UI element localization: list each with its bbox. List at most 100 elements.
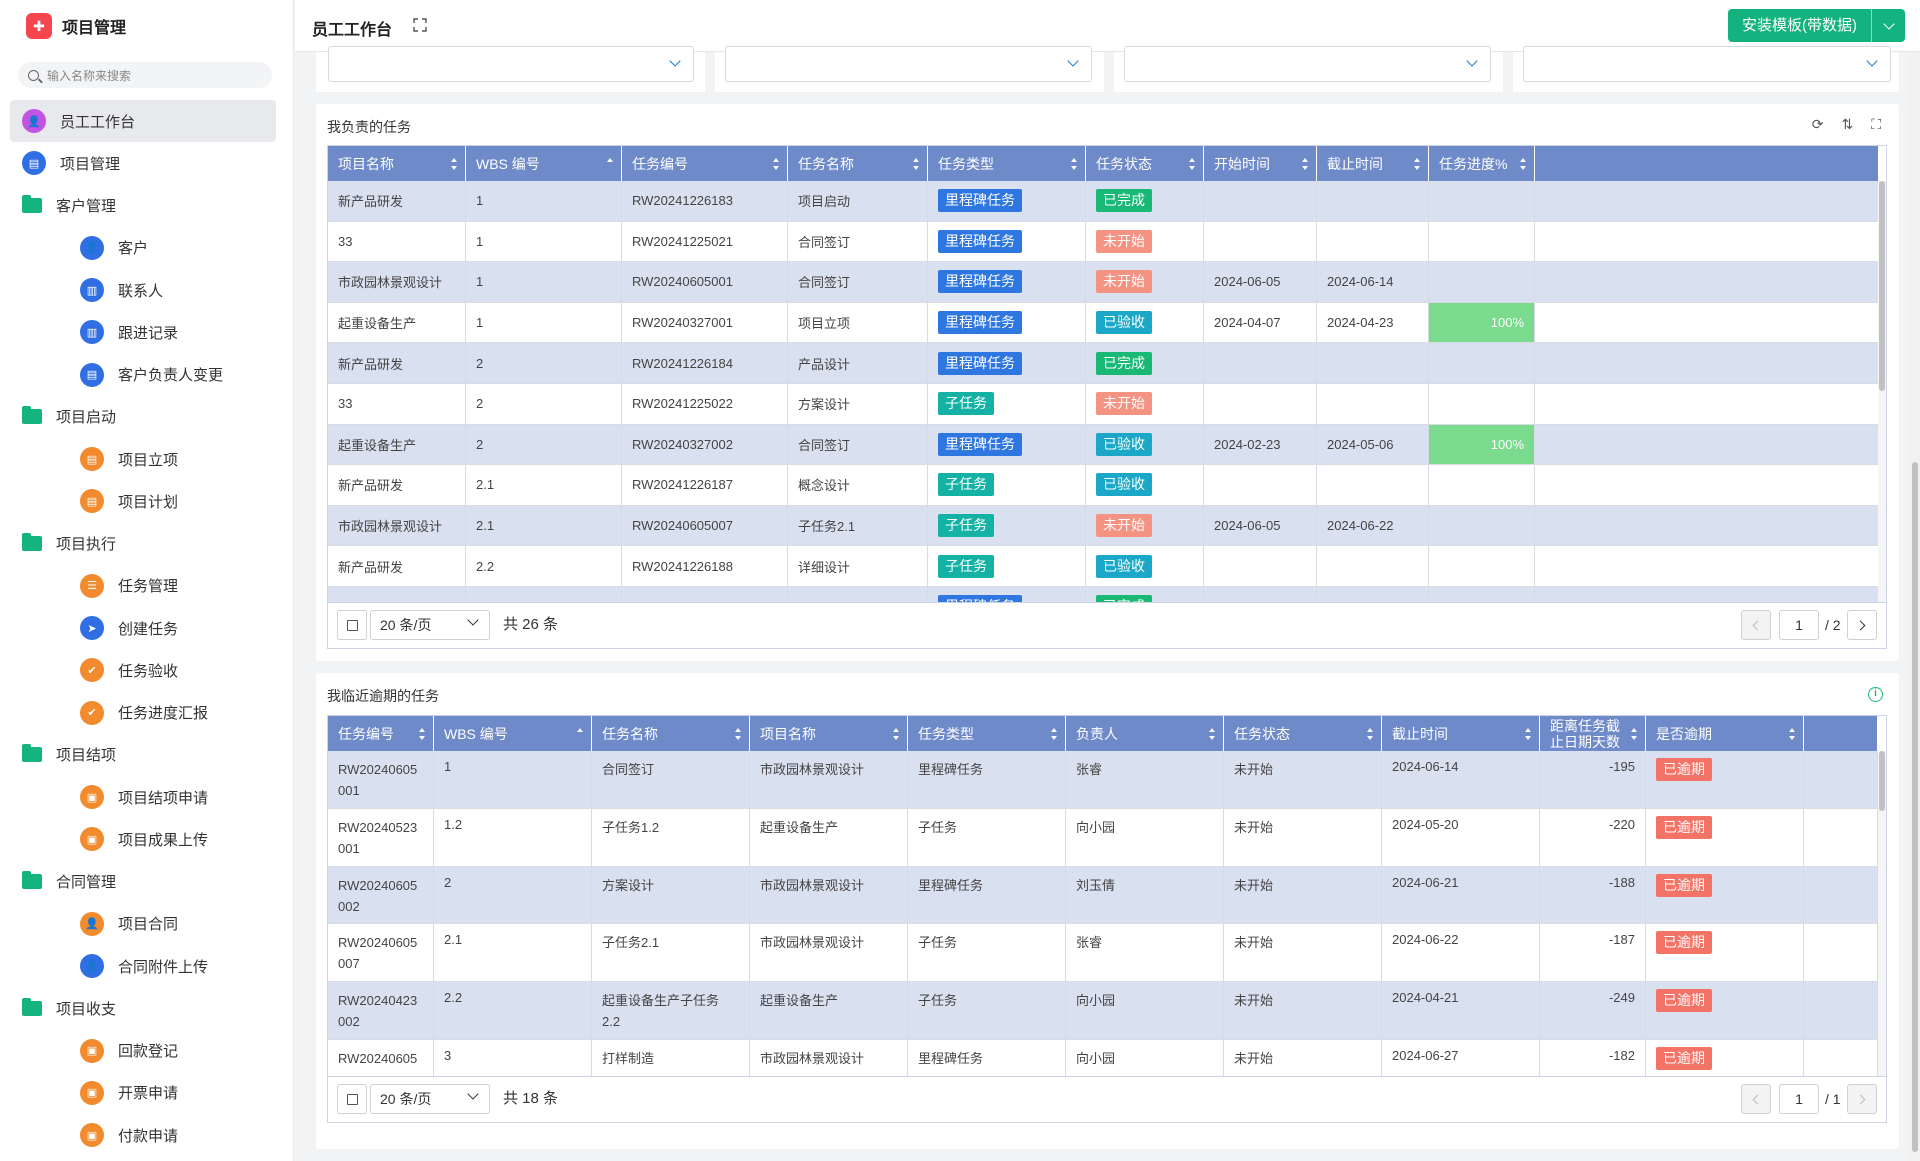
table-scrollbar[interactable]	[1878, 181, 1886, 602]
sort-icon[interactable]	[1789, 728, 1796, 740]
sort-icon[interactable]: ⇅	[1841, 116, 1854, 132]
sort-icon[interactable]	[1071, 158, 1078, 170]
table-row[interactable]: RW20240605 002 2 方案设计 市政园林景观设计 里程碑任务 刘玉倩 未开始 20…	[328, 866, 1878, 925]
table-scrollbar-thumb[interactable]	[1879, 751, 1885, 811]
filter-select-2[interactable]	[725, 46, 1092, 82]
sidebar-item[interactable]: 👤 客户	[80, 227, 148, 269]
next-page-button[interactable]	[1847, 610, 1877, 640]
table-row[interactable]: 里程碑任务 已完成	[328, 587, 1879, 602]
sort-icon[interactable]	[1209, 728, 1216, 740]
sidebar-item[interactable]: ▤ 项目计划	[80, 480, 178, 522]
sidebar-item[interactable]: 👤 合同附件上传	[80, 945, 208, 987]
table-row[interactable]: 新产品研发 2.2 RW20241226188 详细设计 子任务 已验收	[328, 546, 1879, 587]
page-number-input[interactable]: 1	[1779, 1084, 1819, 1114]
sidebar-item[interactable]: ▣ 回款登记	[80, 1030, 178, 1072]
sidebar-item[interactable]: ▤ 客户负责人变更	[80, 354, 223, 396]
table-scrollbar[interactable]	[1878, 751, 1886, 1076]
sort-icon[interactable]	[1414, 158, 1421, 170]
column-header[interactable]: 任务状态	[1086, 146, 1204, 181]
sort-icon[interactable]	[1520, 158, 1527, 170]
column-header[interactable]: 任务类型	[928, 146, 1086, 181]
column-header[interactable]: 截止时间	[1382, 716, 1540, 751]
table-row[interactable]: 33 1 RW20241225021 合同签订 里程碑任务 未开始	[328, 221, 1879, 263]
filter-select-1[interactable]	[328, 46, 694, 82]
sidebar-item[interactable]: ✔ 任务验收	[80, 649, 178, 691]
table-row[interactable]: 市政园林景观设计 1 RW20240605001 合同签订 里程碑任务 未开始 2024-0…	[328, 262, 1879, 303]
table-row[interactable]: RW20240605 3 打样制造 市政园林景观设计 里程碑任务 向小园 未开始 2024-…	[328, 1040, 1878, 1076]
table-row[interactable]: 起重设备生产 1 RW20240327001 项目立项 里程碑任务 已验收 2024-04-…	[328, 302, 1879, 344]
prev-page-button[interactable]	[1741, 610, 1771, 640]
sidebar-item[interactable]: 客户管理	[22, 185, 116, 227]
sidebar-item[interactable]: 👤 员工工作台	[10, 100, 276, 142]
install-dropdown-toggle[interactable]	[1871, 9, 1905, 42]
sidebar-item[interactable]: ➤ 创建任务	[80, 607, 178, 649]
column-header[interactable]: 是否逾期	[1646, 716, 1804, 751]
column-header[interactable]: 任务状态	[1224, 716, 1382, 751]
table-row[interactable]: RW20240523 001 1.2 子任务1.2 起重设备生产 子任务 向小园 未开始 20…	[328, 808, 1878, 867]
column-header[interactable]: 距离任务截止日期天数	[1540, 716, 1646, 751]
sort-icon[interactable]	[607, 158, 614, 170]
sort-icon[interactable]	[893, 728, 900, 740]
filter-select-4[interactable]	[1523, 46, 1891, 82]
table-row[interactable]: 市政园林景观设计 2.1 RW20240605007 子任务2.1 子任务 未开始 2024…	[328, 505, 1879, 547]
sidebar-item[interactable]: ▤ 项目立项	[80, 438, 178, 480]
column-header[interactable]: 负责人	[1066, 716, 1224, 751]
sidebar-item[interactable]: ▣ 项目成果上传	[80, 818, 208, 860]
sort-icon[interactable]	[1631, 728, 1638, 740]
table-row[interactable]: 33 2 RW20241225022 方案设计 子任务 未开始	[328, 384, 1879, 425]
sidebar-search-input[interactable]: 输入名称来搜索	[18, 62, 272, 88]
sidebar-item[interactable]: ▣ 付款申请	[80, 1114, 178, 1156]
table-row[interactable]: 新产品研发 1 RW20241226183 项目启动 里程碑任务 已完成	[328, 181, 1879, 222]
page-size-select[interactable]: 20 条/页	[370, 610, 490, 640]
sort-icon[interactable]	[419, 728, 426, 740]
sort-icon[interactable]	[1302, 158, 1309, 170]
sidebar-item[interactable]: 合同管理	[22, 861, 116, 903]
page-number-input[interactable]: 1	[1779, 610, 1819, 640]
app-logo[interactable]: ✚ 项目管理	[26, 12, 126, 40]
sidebar-item[interactable]: 项目启动	[22, 396, 116, 438]
column-header[interactable]: 开始时间	[1204, 146, 1317, 181]
column-header[interactable]: 任务类型	[908, 716, 1066, 751]
page-scrollbar-thumb[interactable]	[1912, 462, 1918, 1152]
refresh-icon[interactable]: ⟳	[1811, 116, 1824, 132]
sidebar-item[interactable]: ▥ 联系人	[80, 269, 163, 311]
prev-page-button[interactable]	[1741, 1084, 1771, 1114]
table-row[interactable]: 新产品研发 2.1 RW20241226187 概念设计 子任务 已验收	[328, 465, 1879, 506]
column-header[interactable]: 截止时间	[1317, 146, 1429, 181]
sidebar-item[interactable]: 👤 项目合同	[80, 903, 178, 945]
sidebar-item[interactable]: ☰ 任务管理	[80, 565, 178, 607]
info-icon[interactable]: i	[1868, 687, 1883, 702]
column-header[interactable]: 任务名称	[788, 146, 928, 181]
install-template-button[interactable]: 安装模板(带数据)	[1728, 9, 1905, 42]
sort-icon[interactable]	[1189, 158, 1196, 170]
sort-icon[interactable]	[735, 728, 742, 740]
column-header[interactable]: 任务名称	[592, 716, 750, 751]
table-row[interactable]: 起重设备生产 2 RW20240327002 合同签订 里程碑任务 已验收 2024-02-…	[328, 424, 1879, 466]
sidebar-item[interactable]: ▤ 项目管理	[22, 142, 120, 184]
sidebar-item[interactable]: 项目结项	[22, 734, 116, 776]
next-page-button[interactable]	[1847, 1084, 1877, 1114]
sort-icon[interactable]	[577, 728, 584, 740]
sidebar-item[interactable]: 项目执行	[22, 523, 116, 565]
sidebar-item[interactable]: ▣ 开票申请	[80, 1072, 178, 1114]
sidebar-item[interactable]: ✔ 任务进度汇报	[80, 692, 208, 734]
column-header[interactable]: WBS 编号	[466, 146, 622, 181]
column-header[interactable]: 任务编号	[622, 146, 788, 181]
fullscreen-icon[interactable]	[413, 18, 427, 32]
table-row[interactable]: RW20240605 007 2.1 子任务2.1 市政园林景观设计 子任务 张睿 未开始 2…	[328, 924, 1878, 983]
refresh-page-button[interactable]	[337, 1084, 367, 1114]
sort-icon[interactable]	[913, 158, 920, 170]
table-row[interactable]: RW20240605 001 1 合同签订 市政园林景观设计 里程碑任务 张睿 未开始 202…	[328, 751, 1878, 809]
sidebar-item[interactable]: 项目收支	[22, 987, 116, 1029]
sidebar-item[interactable]: ▥ 跟进记录	[80, 311, 178, 353]
sort-icon[interactable]	[1525, 728, 1532, 740]
column-header[interactable]: 任务编号	[328, 716, 434, 751]
page-size-select[interactable]: 20 条/页	[370, 1084, 490, 1114]
table-row[interactable]: RW20240423 002 2.2 起重设备生产子任务 2.2 起重设备生产 子任务 向…	[328, 982, 1878, 1040]
table-row[interactable]: 新产品研发 2 RW20241226184 产品设计 里程碑任务 已完成	[328, 343, 1879, 384]
column-header[interactable]: 任务进度%	[1429, 146, 1535, 181]
page-scrollbar[interactable]	[1910, 52, 1920, 1161]
sort-icon[interactable]	[1367, 728, 1374, 740]
sort-icon[interactable]	[451, 158, 458, 170]
sort-icon[interactable]	[773, 158, 780, 170]
